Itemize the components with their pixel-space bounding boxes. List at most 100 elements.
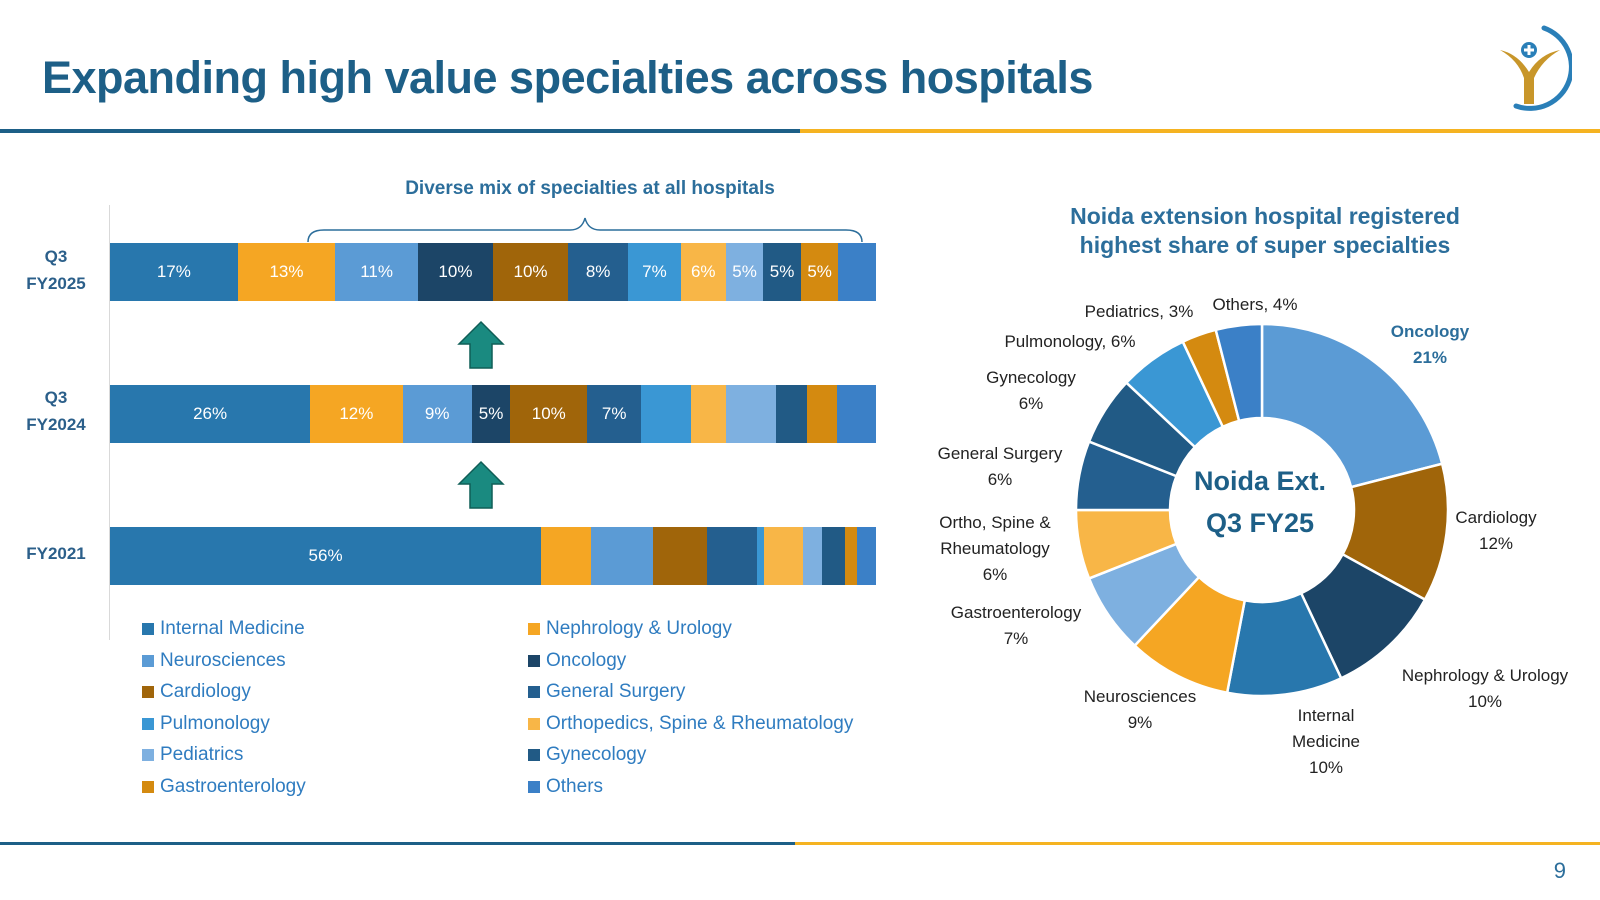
donut-slice-oncology <box>1260 322 1444 489</box>
legend-label: Pulmonology <box>160 712 270 734</box>
row-label-fy2021: FY2021 <box>26 544 86 563</box>
bar-segment-gynecology <box>822 527 846 585</box>
data-label: 11% <box>360 262 393 281</box>
legend-swatch <box>528 654 540 667</box>
bar-segment-general-surgery <box>706 527 757 585</box>
data-label: 6% <box>690 262 716 281</box>
data-label: 5% <box>478 404 504 423</box>
data-label: 17% <box>156 262 191 281</box>
bar-segment-oncology: 10% <box>417 243 493 301</box>
data-label: 56% <box>308 546 343 565</box>
header-rule-gold <box>800 129 1600 133</box>
data-label: 5% <box>732 262 757 281</box>
bar-segment-oncology: 5% <box>471 385 511 443</box>
bar-segment-neurosciences: 9% <box>402 385 472 443</box>
legend-label: Others <box>546 775 604 797</box>
donut-label-pulmonology: Pulmonology, 6% <box>990 329 1150 355</box>
legend-swatch <box>142 749 154 761</box>
legend-item-neurosciences: Neurosciences <box>142 650 286 672</box>
bar-segment-cardiology: 10% <box>492 243 569 301</box>
legend-label: Cardiology <box>160 681 251 702</box>
legend-swatch <box>142 686 154 698</box>
legend-item-pulmonology: Pulmonology <box>142 713 270 735</box>
data-label: 5% <box>807 262 832 281</box>
donut-label-line: 9% <box>1127 713 1153 732</box>
donut-label-neurosciences: Neurosciences 9% <box>1070 684 1210 736</box>
legend-label: Nephrology & Urology <box>546 618 732 639</box>
legend-swatch <box>142 623 154 635</box>
bar-row-fy2021: 56% <box>110 527 876 585</box>
bar-segment-internal-medicine: 56% <box>110 527 542 585</box>
donut-label-line: Rheumatology <box>940 539 1050 558</box>
bar-chart-title: Diverse mix of specialties at all hospit… <box>405 178 775 199</box>
donut-label-line: Oncology <box>1390 322 1470 341</box>
bar-segment-orthopedics-spine-rheumatology <box>691 385 726 443</box>
donut-label-line: Pediatrics, 3% <box>1084 302 1194 321</box>
legend-label: Orthopedics, Spine & Rheumatology <box>546 712 854 734</box>
donut-label-line: 6% <box>982 565 1008 584</box>
legend-label: Pediatrics <box>160 744 244 765</box>
bar-segment-pulmonology: 7% <box>628 243 681 301</box>
bar-segment-pediatrics <box>725 385 776 443</box>
bar-segment-pediatrics: 5% <box>725 243 764 301</box>
legend-swatch <box>142 654 154 667</box>
bar-segment-pulmonology <box>756 527 765 585</box>
data-label: 10% <box>531 404 566 423</box>
donut-slice-others <box>1214 322 1264 423</box>
data-label: 13% <box>269 262 304 281</box>
bar-segment-internal-medicine: 17% <box>110 243 238 301</box>
title-brace <box>307 217 863 243</box>
page-title: Expanding high value specialties across … <box>42 52 1093 103</box>
bar-segment-gastroenterology <box>806 385 838 443</box>
bar-segment-others <box>838 243 876 301</box>
category-axis <box>109 205 110 640</box>
bar-segment-orthopedics-spine-rheumatology <box>764 527 803 585</box>
donut-label-line: Gastroenterology <box>950 603 1082 622</box>
donut-label-line: Ortho, Spine & <box>939 513 1051 532</box>
donut-label-line: Internal <box>1297 706 1355 725</box>
bar-segment-general-surgery: 8% <box>568 243 629 301</box>
bar-row-q3-fy2024: 26% 12% 9% 5% 10% 7% <box>110 385 876 443</box>
legend-label: Internal Medicine <box>160 618 305 639</box>
donut-label-line: 12% <box>1478 534 1514 553</box>
row-label-q3-fy2024: Q3 FY2024 <box>26 388 86 434</box>
donut-label-line: Nephrology & Urology <box>1401 666 1569 685</box>
donut-label-gynecology: Gynecology 6% <box>976 365 1086 417</box>
donut-label-line: Neurosciences <box>1083 687 1197 706</box>
bar-segment-orthopedics-spine-rheumatology: 6% <box>680 243 726 301</box>
data-label: 10% <box>513 262 548 281</box>
donut-label-nephrology-urology: Nephrology & Urology 10% <box>1385 663 1585 715</box>
legend-label: Oncology <box>546 649 627 671</box>
donut-center-label-line1: Noida Ext. <box>1193 466 1327 496</box>
donut-label-line: 6% <box>987 470 1013 489</box>
donut-label-pediatrics: Pediatrics, 3% <box>1074 299 1204 325</box>
bar-segment-gynecology: 5% <box>763 243 801 301</box>
data-label: 10% <box>438 262 473 281</box>
donut-label-gastroenterology: Gastroenterology 7% <box>936 600 1096 652</box>
donut-label-line: Medicine <box>1291 732 1361 751</box>
donut-label-line: Pulmonology, 6% <box>1004 332 1136 351</box>
bar-segment-gastroenterology <box>845 527 857 585</box>
data-label: 12% <box>339 404 374 423</box>
bar-segment-cardiology: 10% <box>510 385 588 443</box>
footer-rule-blue <box>0 842 795 845</box>
donut-label-line: 21% <box>1412 348 1448 367</box>
bar-segment-cardiology <box>652 527 707 585</box>
legend-label: Neurosciences <box>160 649 286 671</box>
legend-swatch <box>528 686 540 698</box>
legend-item-orthopedics-spine-rheumatology: Orthopedics, Spine & Rheumatology <box>528 713 853 735</box>
bar-segment-others <box>837 385 876 443</box>
legend-label: Gynecology <box>546 744 647 765</box>
data-label: 7% <box>601 404 627 423</box>
header-rule-blue <box>0 129 800 133</box>
donut-label-line: 10% <box>1308 758 1344 777</box>
data-label: 9% <box>424 404 450 423</box>
legend-swatch <box>142 717 154 730</box>
bar-segment-nephrology-urology <box>541 527 592 585</box>
legend-swatch <box>528 623 540 635</box>
legend-item-internal-medicine: Internal Medicine <box>142 618 305 640</box>
legend-item-gastroenterology: Gastroenterology <box>142 776 306 798</box>
donut-label-line: 10% <box>1467 692 1503 711</box>
legend-item-nephrology-urology: Nephrology & Urology <box>528 618 732 640</box>
